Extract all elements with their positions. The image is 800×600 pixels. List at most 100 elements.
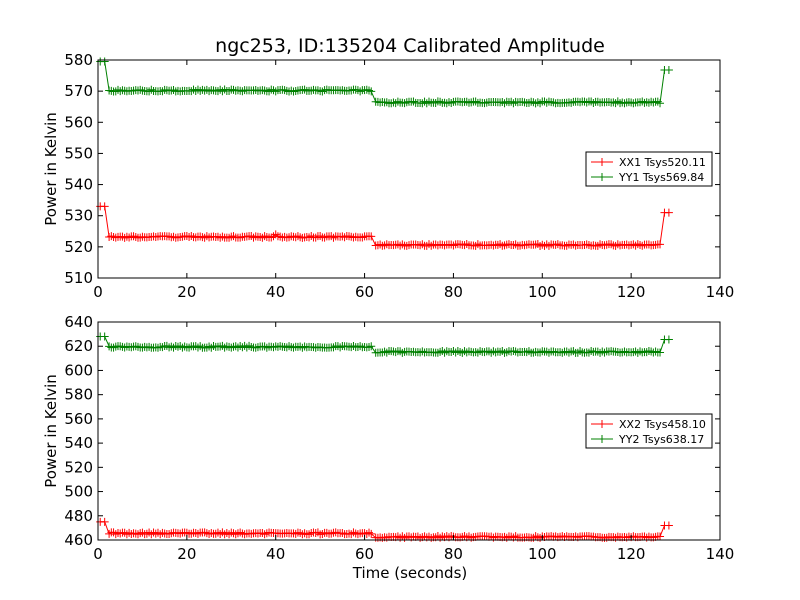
data-point [636, 347, 645, 356]
data-point [362, 85, 371, 94]
data-point [116, 529, 125, 538]
data-point [271, 87, 280, 96]
data-point [418, 347, 427, 356]
y-tick-label: 560 [64, 113, 93, 131]
data-point [318, 87, 327, 96]
y-tick-label: 500 [64, 483, 93, 501]
data-point [251, 343, 260, 352]
data-point [367, 342, 376, 351]
data-point [449, 241, 458, 250]
data-point [367, 87, 376, 96]
data-point [556, 348, 565, 357]
data-point [593, 97, 602, 106]
data-point [147, 85, 156, 94]
data-point [109, 528, 118, 537]
x-tick-label: 80 [444, 545, 463, 563]
top-panel: Power in Kelvin 0 20 40 60 80 100 120 140 510 520… [42, 51, 734, 301]
data-point [518, 97, 527, 106]
data-point [593, 241, 602, 250]
y-tick-label: 560 [64, 410, 93, 428]
data-point [253, 343, 262, 352]
data-point [536, 348, 545, 357]
legend-marker [598, 435, 606, 443]
data-point [229, 232, 238, 241]
data-point [409, 97, 418, 106]
data-point [440, 348, 449, 357]
data-point [165, 529, 174, 538]
data-point [651, 240, 660, 249]
data-point [664, 208, 673, 217]
data-point [562, 532, 571, 541]
data-point [536, 533, 545, 542]
data-point [436, 533, 445, 542]
data-point [416, 241, 425, 250]
data-point [218, 341, 227, 350]
data-point [613, 97, 622, 106]
data-point [398, 240, 407, 249]
x-tick-label: 120 [617, 545, 646, 563]
data-point [473, 240, 482, 249]
data-point [236, 528, 245, 537]
data-point [100, 517, 109, 526]
y-tick-label: 540 [64, 176, 93, 194]
series-line [100, 61, 669, 105]
data-point [440, 241, 449, 250]
data-point [145, 342, 154, 351]
top-y-axis-label: Power in Kelvin [42, 112, 60, 226]
data-point [436, 347, 445, 356]
data-point [664, 521, 673, 530]
x-tick-label: 60 [355, 545, 374, 563]
y-tick-label: 640 [64, 313, 93, 331]
data-point [158, 87, 167, 96]
data-point [582, 240, 591, 249]
data-point [471, 97, 480, 106]
data-point [400, 99, 409, 108]
data-point [587, 347, 596, 356]
data-point [136, 529, 145, 538]
data-point [489, 241, 498, 250]
data-point [298, 343, 307, 352]
data-point [398, 348, 407, 357]
data-point [436, 97, 445, 106]
data-point [391, 348, 400, 357]
legend-entry: YY2 Tsys638.17 [618, 433, 704, 446]
data-point [629, 348, 638, 357]
data-point [464, 532, 473, 541]
data-point [424, 532, 433, 541]
data-point [338, 529, 347, 538]
data-point [600, 348, 609, 357]
data-point [491, 348, 500, 357]
data-point [131, 529, 140, 538]
data-point [111, 233, 120, 242]
series-markers [96, 57, 673, 108]
x-tick-label: 140 [706, 545, 735, 563]
data-point [589, 532, 598, 541]
data-point [549, 347, 558, 356]
data-point [480, 348, 489, 357]
data-point [602, 533, 611, 542]
data-point [382, 240, 391, 249]
y-tick-label: 580 [64, 386, 93, 404]
y-tick-label: 570 [64, 82, 93, 100]
data-point [462, 240, 471, 249]
bottom-y-axis-label: Power in Kelvin [42, 374, 60, 488]
data-point [447, 348, 456, 357]
data-point [289, 87, 298, 96]
data-point [249, 233, 258, 242]
data-point [329, 233, 338, 242]
data-point [285, 342, 294, 351]
data-point [602, 240, 611, 249]
data-point [613, 240, 622, 249]
data-point [158, 528, 167, 537]
data-point [427, 533, 436, 542]
data-point [185, 343, 194, 352]
y-tick-label: 530 [64, 207, 93, 225]
data-point [100, 202, 109, 211]
data-point [131, 342, 140, 351]
x-tick-label: 140 [706, 283, 735, 301]
data-point [533, 98, 542, 107]
data-point [629, 99, 638, 108]
series-markers [96, 332, 673, 357]
legend-entry: YY1 Tsys569.84 [618, 171, 704, 184]
data-point [576, 347, 585, 356]
